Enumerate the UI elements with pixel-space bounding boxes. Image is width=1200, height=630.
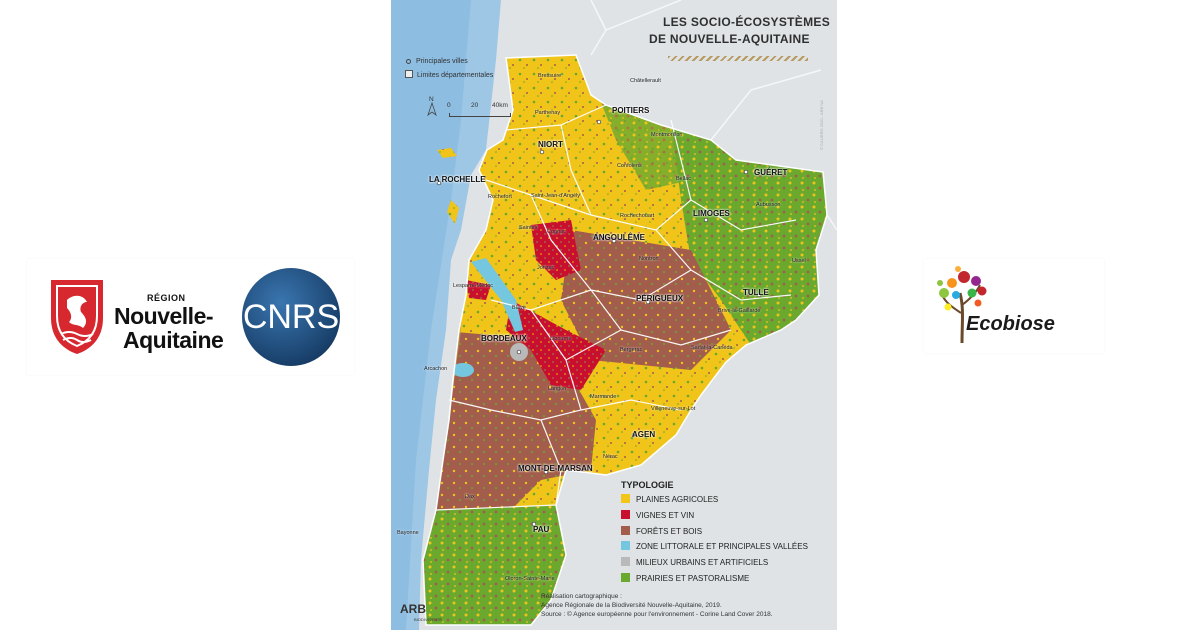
town-label: Montmorillon	[651, 132, 683, 138]
legend-cities: Principales villes	[405, 58, 468, 65]
town-label: Bayonne	[397, 530, 419, 536]
town-label: Oloron-Sainte-Marie	[505, 576, 555, 582]
typology-item: PLAINES AGRICOLES	[621, 494, 831, 510]
city-label: ANGOULÊME	[593, 233, 645, 242]
town-label: Langon	[548, 386, 567, 392]
city-label: NIORT	[538, 140, 563, 149]
typology-label: FORÊTS ET BOIS	[636, 526, 703, 536]
city-label: PAU	[533, 525, 550, 534]
city-label: MONT-DE-MARSAN	[518, 464, 593, 473]
town-label: Libourne	[550, 336, 572, 342]
town-label: Blaye	[512, 305, 526, 311]
town-label: Marmande	[590, 394, 617, 400]
town-label: Jonzac	[537, 265, 555, 271]
typology-label: MILIEUX URBAINS ET ARTIFICIELS	[636, 558, 769, 568]
legend-cities-label: Principales villes	[416, 58, 468, 65]
city-label: POITIERS	[612, 106, 650, 115]
typology-swatch	[621, 572, 630, 582]
credits-line3: Source : © Agence européenne pour l'envi…	[541, 611, 773, 618]
town-label: Rochefort	[488, 194, 512, 200]
town-label: Sarlat-la-Canéda	[691, 345, 733, 351]
town-label: Châtellerault	[630, 78, 661, 84]
scale-forty: 40km	[492, 102, 508, 109]
town-label: Parthenay	[535, 110, 561, 116]
map-copyright: © CALIBRO 2020 - ARB NA	[819, 100, 824, 150]
town-label: Rochechouart	[620, 213, 655, 219]
scale-bar	[449, 113, 511, 117]
town-label: Nérac	[603, 454, 618, 460]
town-label: Bressuire	[538, 73, 562, 79]
north-arrow-icon	[427, 101, 437, 117]
region-name-line2: Aquitaine	[123, 327, 224, 353]
typology-item: MILIEUX URBAINS ET ARTIFICIELS	[621, 557, 831, 573]
typology-item: ZONE LITTORALE ET PRINCIPALES VALLÉES	[621, 541, 831, 557]
region-name-line1: Nouvelle-	[114, 303, 214, 329]
city-label: GUÉRET	[754, 168, 788, 177]
town-label: Villeneuve-sur-Lot	[651, 406, 696, 412]
town-label: Confolens	[617, 163, 642, 169]
legend-departments: Limites départementales	[405, 70, 493, 79]
town-label: Brive-la-Gaillarde	[718, 308, 761, 314]
north-label: N	[429, 96, 434, 103]
typology-label: VIGNES ET VIN	[636, 510, 695, 520]
arb-logo: ARB	[400, 602, 426, 616]
city-label: TULLE	[743, 288, 769, 297]
partner-logo-right: Ecobiose	[924, 259, 1104, 353]
map-title-line1: LES SOCIO-ÉCOSYSTÈMES	[663, 15, 830, 29]
typology-item: VIGNES ET VIN	[621, 509, 831, 526]
city-label: AGEN	[632, 430, 656, 439]
typology-item: PRAIRIES ET PASTORALISME	[621, 572, 831, 589]
typology-item: FORÊTS ET BOIS	[621, 525, 831, 542]
cnrs-logo: CNRS	[242, 268, 340, 366]
typology-swatch	[621, 525, 630, 535]
typology-swatch	[621, 509, 630, 519]
town-label: Dax	[465, 494, 475, 500]
town-label: Nontron	[639, 256, 659, 262]
department-border-icon	[405, 70, 413, 78]
town-label: Saint-Jean-d'Angély	[531, 193, 581, 199]
town-label: Ussel	[792, 258, 806, 264]
city-label: LIMOGES	[693, 209, 730, 218]
arb-logo-subtitle: BIODIVERSITÉ	[414, 617, 443, 622]
typology-legend: TYPOLOGIE PLAINES AGRICOLES VIGNES ET VIN…	[621, 480, 831, 589]
credits-line2: Agence Régionale de la Biodiversité Nouv…	[541, 602, 722, 609]
region-small-label: RÉGION	[147, 293, 186, 303]
ecobiose-wordmark: Ecobiose	[966, 313, 1055, 335]
typology-label: PRAIRIES ET PASTORALISME	[636, 573, 750, 583]
cnrs-wordmark: CNRS	[243, 298, 339, 336]
map-credits: Réalisation cartographique : Agence Régi…	[541, 592, 773, 619]
scale-twenty: 20	[471, 102, 479, 109]
typology-label: ZONE LITTORALE ET PRINCIPALES VALLÉES	[636, 542, 808, 552]
typology-label: PLAINES AGRICOLES	[636, 495, 719, 504]
region-shield-logo	[51, 280, 103, 354]
partner-logos-left: RÉGION Nouvelle- Aquitaine CNRS	[27, 259, 354, 375]
town-label: Aubusson	[756, 202, 781, 208]
city-label: BORDEAUX	[481, 334, 527, 343]
town-label: Cognac	[547, 229, 566, 235]
city-label: LA ROCHELLE	[429, 175, 486, 184]
title-decoration	[668, 56, 808, 61]
town-label: Bergerac	[620, 347, 643, 353]
city-marker-icon	[406, 59, 411, 64]
legend-departments-label: Limites départementales	[417, 72, 494, 79]
typology-swatch	[621, 494, 630, 503]
city-label: PÉRIGUEUX	[636, 294, 684, 303]
credits-line1: Réalisation cartographique :	[541, 593, 622, 600]
typology-swatch	[621, 541, 630, 551]
map-title-line2: DE NOUVELLE-AQUITAINE	[649, 32, 810, 46]
scale-zero: 0	[447, 102, 451, 109]
typology-title: TYPOLOGIE	[621, 480, 674, 490]
typology-swatch	[621, 557, 630, 567]
town-label: Saintes	[519, 225, 538, 231]
ecobiose-tree-logo	[937, 266, 987, 344]
socio-ecosystems-map: LES SOCIO-ÉCOSYSTÈMES DE NOUVELLE-AQUITA…	[391, 0, 837, 630]
town-label: Arcachon	[424, 366, 448, 372]
town-label: Bellac	[676, 176, 691, 182]
town-label: Lesparre-Médoc	[453, 283, 494, 289]
